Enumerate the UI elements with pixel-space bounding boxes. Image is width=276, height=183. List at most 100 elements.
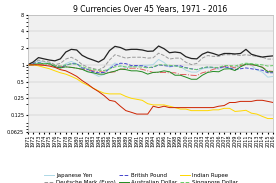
British Pound	[201, 67, 204, 69]
Indian Rupee	[233, 110, 237, 113]
Indian Rupee	[53, 70, 57, 72]
Australian Dollar	[53, 66, 57, 68]
Deutsche Mark (Euro)	[250, 54, 253, 57]
Singapore Dollar	[146, 67, 149, 69]
Deutsche Mark (Euro)	[272, 58, 275, 60]
Swiss Franc	[222, 52, 226, 55]
Swiss Franc	[239, 52, 242, 55]
Deutsche Mark (Euro)	[124, 57, 128, 59]
Singapore Dollar	[206, 66, 209, 68]
Australian Dollar	[168, 71, 171, 73]
Australian Dollar	[272, 71, 275, 73]
Chinese Yuan Renminbi	[250, 100, 253, 102]
Indian Rupee	[91, 87, 95, 89]
Indian Rupee	[59, 72, 62, 74]
Deutsche Mark (Euro)	[146, 57, 149, 59]
Singapore Dollar	[157, 64, 160, 66]
Swiss Franc	[173, 51, 177, 53]
British Pound	[179, 65, 182, 67]
Deutsche Mark (Euro)	[108, 59, 111, 61]
Australian Dollar	[152, 71, 155, 74]
Canadian Dollar	[42, 64, 46, 66]
Swiss Franc	[64, 51, 67, 53]
Australian Dollar	[157, 71, 160, 73]
Line: Chinese Yuan Renminbi: Chinese Yuan Renminbi	[28, 65, 273, 114]
Chinese Yuan Renminbi	[179, 107, 182, 109]
Canadian Dollar	[228, 65, 231, 67]
Swiss Franc	[42, 58, 46, 60]
Australian Dollar	[81, 68, 84, 70]
Indian Rupee	[124, 95, 128, 98]
British Pound	[48, 63, 51, 65]
Chinese Yuan Renminbi	[140, 113, 144, 115]
Singapore Dollar	[255, 63, 259, 66]
Australian Dollar	[48, 63, 51, 65]
Chinese Yuan Renminbi	[272, 101, 275, 104]
Australian Dollar	[233, 69, 237, 72]
Singapore Dollar	[244, 62, 248, 64]
Indian Rupee	[130, 97, 133, 99]
Chinese Yuan Renminbi	[157, 107, 160, 109]
Singapore Dollar	[26, 64, 29, 66]
Japanese Yen	[239, 65, 242, 67]
Singapore Dollar	[113, 66, 116, 68]
Chinese Yuan Renminbi	[195, 107, 198, 109]
Deutsche Mark (Euro)	[201, 57, 204, 59]
Canadian Dollar	[59, 65, 62, 67]
Canadian Dollar	[102, 71, 106, 73]
Japanese Yen	[222, 66, 226, 68]
Swiss Franc	[102, 58, 106, 60]
British Pound	[157, 64, 160, 66]
Australian Dollar	[140, 71, 144, 73]
Deutsche Mark (Euro)	[86, 66, 89, 68]
Japanese Yen	[86, 70, 89, 72]
Chinese Yuan Renminbi	[239, 100, 242, 102]
Swiss Franc	[48, 59, 51, 61]
Indian Rupee	[75, 78, 78, 80]
Canadian Dollar	[86, 69, 89, 71]
British Pound	[26, 64, 29, 66]
Indian Rupee	[31, 64, 35, 66]
Indian Rupee	[266, 117, 269, 120]
Singapore Dollar	[272, 64, 275, 67]
Canadian Dollar	[135, 67, 139, 69]
Chinese Yuan Renminbi	[244, 100, 248, 102]
Australian Dollar	[108, 71, 111, 74]
Singapore Dollar	[91, 68, 95, 71]
Singapore Dollar	[119, 65, 122, 67]
Japanese Yen	[102, 73, 106, 76]
Australian Dollar	[102, 73, 106, 75]
Canadian Dollar	[113, 71, 116, 73]
Swiss Franc	[195, 58, 198, 60]
Deutsche Mark (Euro)	[26, 64, 29, 66]
Japanese Yen	[184, 69, 188, 71]
Deutsche Mark (Euro)	[75, 59, 78, 61]
Chinese Yuan Renminbi	[130, 111, 133, 113]
Australian Dollar	[135, 70, 139, 72]
Singapore Dollar	[70, 63, 73, 65]
Swiss Franc	[179, 52, 182, 54]
Deutsche Mark (Euro)	[217, 55, 220, 57]
Singapore Dollar	[211, 66, 215, 68]
Australian Dollar	[119, 68, 122, 70]
Indian Rupee	[37, 65, 40, 67]
Japanese Yen	[26, 64, 29, 66]
Japanese Yen	[228, 67, 231, 69]
Swiss Franc	[130, 48, 133, 51]
Singapore Dollar	[162, 64, 166, 66]
Swiss Franc	[244, 48, 248, 51]
Japanese Yen	[91, 72, 95, 74]
Japanese Yen	[168, 66, 171, 68]
Deutsche Mark (Euro)	[31, 62, 35, 65]
Singapore Dollar	[81, 66, 84, 68]
Australian Dollar	[190, 78, 193, 80]
British Pound	[146, 66, 149, 68]
Australian Dollar	[75, 67, 78, 69]
Japanese Yen	[206, 67, 209, 69]
Japanese Yen	[195, 71, 198, 73]
Indian Rupee	[228, 107, 231, 109]
Swiss Franc	[162, 48, 166, 50]
Line: Swiss Franc: Swiss Franc	[28, 46, 273, 65]
British Pound	[184, 67, 188, 69]
Indian Rupee	[179, 108, 182, 110]
